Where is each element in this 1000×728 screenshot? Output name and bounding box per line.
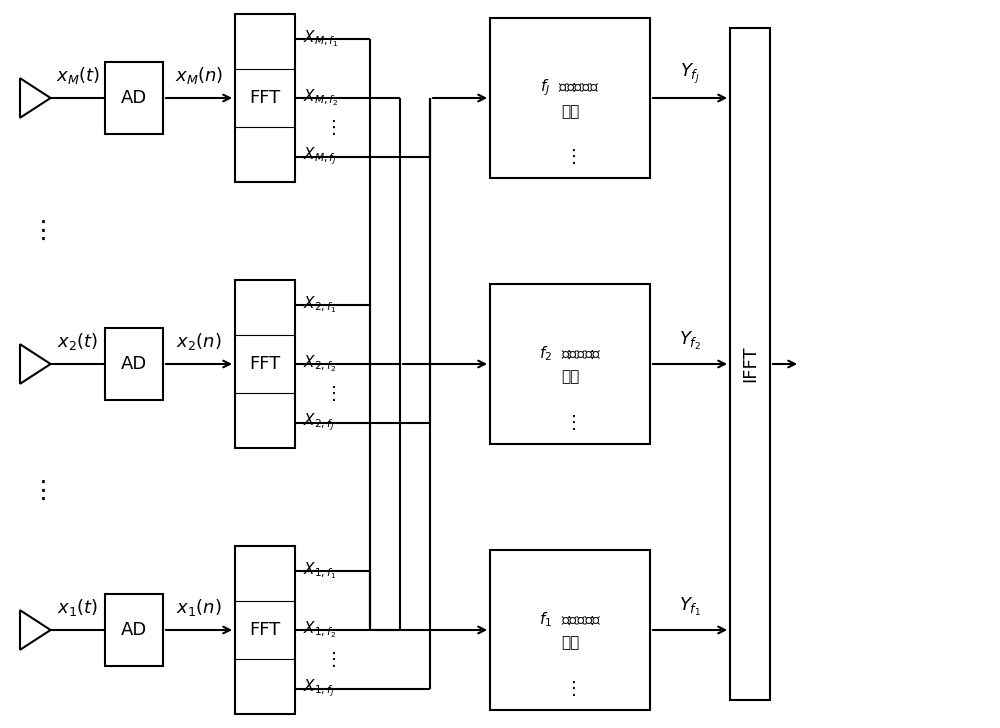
Text: FFT: FFT — [249, 355, 281, 373]
Text: $x_1(t)$: $x_1(t)$ — [57, 597, 99, 618]
Text: FFT: FFT — [249, 621, 281, 639]
Text: $f_1$  频点波束成
形器: $f_1$ 频点波束成 形器 — [539, 610, 601, 650]
Text: IFFT: IFFT — [741, 346, 759, 382]
Text: $Y_{f_J}$: $Y_{f_J}$ — [680, 62, 700, 86]
Text: $X_{1,f_2}$: $X_{1,f_2}$ — [303, 620, 336, 641]
Bar — [235, 14, 295, 182]
Bar — [730, 28, 770, 700]
Text: $\vdots$: $\vdots$ — [30, 480, 46, 502]
Text: $x_2(n)$: $x_2(n)$ — [176, 331, 222, 352]
Text: $x_M(t)$: $x_M(t)$ — [56, 65, 100, 86]
Bar — [105, 328, 163, 400]
Text: $\vdots$: $\vdots$ — [324, 118, 336, 137]
Text: $x_M(n)$: $x_M(n)$ — [175, 65, 223, 86]
Text: $Y_{f_1}$: $Y_{f_1}$ — [679, 596, 701, 618]
Text: FFT: FFT — [249, 89, 281, 107]
Text: AD: AD — [121, 89, 147, 107]
Text: AD: AD — [121, 355, 147, 373]
Text: $\vdots$: $\vdots$ — [324, 650, 336, 669]
Text: $X_{1,f_1}$: $X_{1,f_1}$ — [303, 561, 336, 582]
Text: $X_{2,f_J}$: $X_{2,f_J}$ — [303, 412, 334, 433]
Text: AD: AD — [121, 621, 147, 639]
Polygon shape — [20, 344, 51, 384]
Text: $f_2$  频点波束成
形器: $f_2$ 频点波束成 形器 — [539, 344, 601, 384]
Bar — [490, 550, 650, 710]
Text: $X_{M,f_1}$: $X_{M,f_1}$ — [303, 29, 339, 50]
Bar — [235, 546, 295, 714]
Text: $X_{M,f_2}$: $X_{M,f_2}$ — [303, 87, 339, 108]
Bar — [105, 594, 163, 666]
Text: $\vdots$: $\vdots$ — [324, 384, 336, 403]
Text: $X_{2,f_1}$: $X_{2,f_1}$ — [303, 295, 336, 315]
Text: $\vdots$: $\vdots$ — [564, 678, 576, 697]
Text: $X_{M,f_J}$: $X_{M,f_J}$ — [303, 146, 337, 167]
Bar — [105, 62, 163, 134]
Text: $\vdots$: $\vdots$ — [564, 413, 576, 432]
Text: $x_2(t)$: $x_2(t)$ — [57, 331, 99, 352]
Polygon shape — [20, 78, 51, 118]
Text: $Y_{f_2}$: $Y_{f_2}$ — [679, 330, 701, 352]
Text: $\vdots$: $\vdots$ — [564, 146, 576, 165]
Text: $X_{1,f_J}$: $X_{1,f_J}$ — [303, 678, 334, 700]
Bar — [490, 284, 650, 444]
Bar — [490, 18, 650, 178]
Text: $f_J$  频点波束成
形器: $f_J$ 频点波束成 形器 — [540, 77, 600, 119]
Text: $x_1(n)$: $x_1(n)$ — [176, 597, 222, 618]
Polygon shape — [20, 610, 51, 650]
Text: $\vdots$: $\vdots$ — [30, 219, 46, 242]
Bar — [235, 280, 295, 448]
Text: $X_{2,f_2}$: $X_{2,f_2}$ — [303, 354, 336, 374]
